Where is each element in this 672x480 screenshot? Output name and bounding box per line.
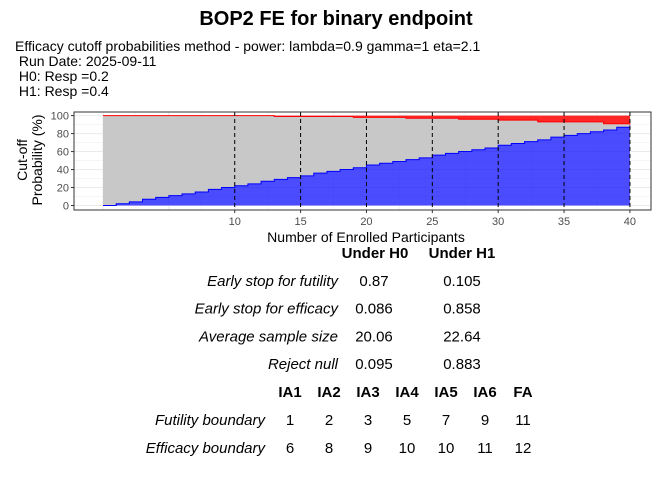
boundary-value: 9 [481, 412, 489, 429]
y-axis-label-line-1: Cut-off [14, 139, 30, 181]
x-tick-label: 35 [558, 216, 570, 228]
boundary-header: IA1 [278, 384, 301, 401]
summary-row-label: Early stop for efficacy [195, 301, 340, 318]
summary-row-label: Early stop for futility [207, 273, 339, 290]
y-tick-label: 100 [51, 111, 69, 123]
panel-border [73, 111, 652, 211]
subtitle-line-3: H0: Resp =0.2 [15, 68, 109, 84]
boundary-value: 11 [477, 440, 493, 457]
y-tick-label: 20 [57, 183, 69, 195]
plot-panel: 0 20 40 60 80 100 10 15 20 25 30 35 40 [51, 111, 652, 228]
boundary-header: FA [513, 384, 532, 401]
header-under-h1: Under H1 [429, 245, 496, 262]
subtitle-line-1: Efficacy cutoff probabilities method - p… [15, 38, 480, 54]
y-axis-label-line-2: Probability (%) [29, 114, 45, 205]
chart-title: BOP2 FE for binary endpoint [199, 8, 473, 30]
y-tick-label: 80 [57, 129, 69, 141]
boundary-header: IA4 [395, 384, 419, 401]
x-tick-label: 10 [229, 216, 241, 228]
header-under-h0: Under H0 [342, 245, 409, 262]
futility-line [102, 125, 631, 207]
summary-row-label: Average sample size [198, 328, 338, 345]
summary-row-label: Reject null [268, 356, 339, 373]
y-tick-label: 40 [57, 165, 69, 177]
boundary-header: IA5 [434, 384, 457, 401]
summary-table: Under H0 Under H1 Early stop for futilit… [195, 245, 496, 373]
boundary-value: 8 [325, 440, 333, 457]
summary-value-h0: 0.086 [355, 301, 393, 318]
boundary-value: 1 [286, 412, 294, 429]
x-tick-label: 40 [624, 216, 636, 228]
subtitle-line-4: H1: Resp =0.4 [15, 83, 109, 99]
summary-value-h0: 0.095 [355, 356, 393, 373]
boundary-value: 11 [515, 412, 531, 429]
boundary-value: 10 [438, 440, 455, 457]
boundary-value: 12 [515, 440, 532, 457]
summary-value-h1: 0.883 [443, 356, 481, 373]
subtitle-line-2: Run Date: 2025-09-11 [15, 53, 157, 69]
boundary-value: 6 [286, 440, 294, 457]
boundary-header: IA3 [356, 384, 379, 401]
efficacy-line [102, 115, 631, 125]
summary-value-h0: 20.06 [355, 328, 393, 345]
efficacy-area [102, 115, 630, 125]
boundary-header: IA2 [317, 384, 340, 401]
x-tick-label: 25 [426, 216, 438, 228]
x-axis-label: Number of Enrolled Participants [267, 229, 465, 245]
summary-value-h0: 0.87 [359, 273, 388, 290]
boundary-value: 9 [364, 440, 372, 457]
boundary-row-label: Futility boundary [155, 412, 267, 429]
boundary-value: 7 [442, 412, 450, 429]
summary-value-h1: 22.64 [443, 328, 481, 345]
x-tick-label: 20 [360, 216, 372, 228]
y-tick-label: 60 [57, 147, 69, 159]
boundary-row-label: Efficacy boundary [146, 440, 267, 457]
boundary-value: 3 [364, 412, 372, 429]
boundary-value: 2 [325, 412, 333, 429]
y-tick-label: 0 [63, 201, 69, 213]
x-tick-label: 30 [492, 216, 504, 228]
boundary-header: IA6 [473, 384, 496, 401]
x-tick-label: 15 [294, 216, 306, 228]
boundary-value: 10 [399, 440, 416, 457]
boundary-value: 5 [403, 412, 411, 429]
summary-value-h1: 0.105 [443, 273, 481, 290]
summary-value-h1: 0.858 [443, 301, 481, 318]
